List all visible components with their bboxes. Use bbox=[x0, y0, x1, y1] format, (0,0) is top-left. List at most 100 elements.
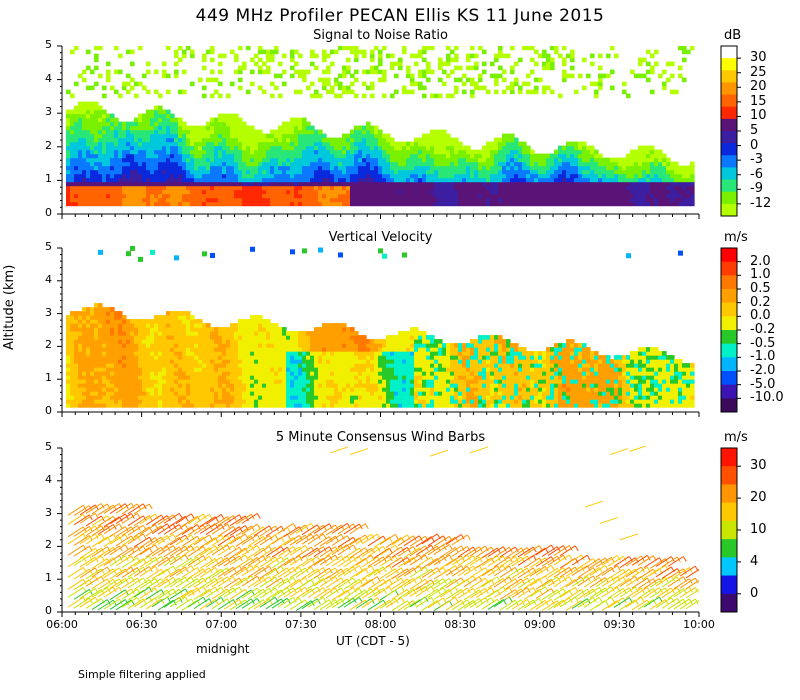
snr-cell bbox=[510, 141, 515, 147]
snr-cell bbox=[434, 201, 439, 207]
snr-cell bbox=[586, 145, 591, 151]
velocity-cell bbox=[98, 319, 103, 324]
snr-cell bbox=[582, 169, 587, 175]
snr-cell bbox=[202, 65, 207, 71]
snr-cell bbox=[374, 169, 379, 175]
snr-cell bbox=[310, 129, 315, 135]
snr-cell bbox=[286, 137, 291, 143]
velocity-cell bbox=[94, 371, 99, 376]
snr-cell bbox=[98, 161, 103, 167]
velocity-cell bbox=[222, 403, 227, 408]
snr-cell bbox=[338, 137, 343, 143]
velocity-cell bbox=[150, 375, 155, 380]
snr-cell bbox=[418, 141, 423, 147]
snr-cell bbox=[118, 69, 123, 75]
snr-cell bbox=[174, 189, 179, 195]
velocity-cell bbox=[86, 355, 91, 360]
velocity-cell bbox=[210, 395, 215, 400]
snr-cell bbox=[242, 61, 247, 67]
velocity-cell bbox=[238, 347, 243, 352]
snr-cell bbox=[178, 157, 183, 163]
snr-cell bbox=[170, 177, 175, 183]
velocity-cell bbox=[246, 351, 251, 356]
snr-cell bbox=[102, 145, 107, 151]
snr-cell bbox=[134, 173, 139, 179]
snr-cell bbox=[222, 201, 227, 207]
snr-cell bbox=[202, 201, 207, 207]
snr-cell bbox=[434, 185, 439, 191]
snr-cell bbox=[626, 181, 631, 187]
snr-cell bbox=[534, 85, 539, 91]
snr-cell bbox=[142, 113, 147, 119]
snr-cell bbox=[166, 46, 171, 51]
velocity-cell bbox=[338, 399, 343, 404]
snr-cell bbox=[422, 185, 427, 191]
snr-cell bbox=[346, 197, 351, 203]
snr-cell bbox=[114, 153, 119, 159]
snr-cell bbox=[682, 49, 687, 55]
snr-cell bbox=[294, 157, 299, 163]
snr-cell bbox=[174, 149, 179, 155]
snr-cell bbox=[270, 53, 275, 59]
velocity-cell bbox=[70, 383, 75, 388]
snr-cell bbox=[198, 149, 203, 155]
snr-cell bbox=[518, 201, 523, 207]
velocity-cell bbox=[198, 379, 203, 384]
snr-cell bbox=[74, 201, 79, 207]
snr-cell bbox=[234, 121, 239, 127]
snr-cell bbox=[306, 121, 311, 127]
snr-cell bbox=[294, 69, 299, 75]
velocity-cell bbox=[238, 331, 243, 336]
snr-cell bbox=[126, 173, 131, 179]
snr-cell bbox=[226, 117, 231, 123]
snr-cell bbox=[542, 193, 547, 199]
snr-cell bbox=[290, 73, 295, 79]
snr-cell bbox=[670, 161, 675, 167]
snr-cell bbox=[98, 133, 103, 139]
snr-cell bbox=[202, 141, 207, 147]
snr-cell bbox=[142, 145, 147, 151]
snr-cell bbox=[94, 46, 99, 51]
snr-cell bbox=[690, 169, 695, 175]
snr-cell bbox=[466, 197, 471, 203]
velocity-cell bbox=[146, 383, 151, 388]
velocity-cell bbox=[238, 375, 243, 380]
snr-cell bbox=[510, 153, 515, 159]
snr-cell bbox=[466, 185, 471, 191]
velocity-cell bbox=[298, 339, 303, 344]
snr-cell bbox=[614, 197, 619, 203]
velocity-cell bbox=[302, 339, 307, 344]
snr-cell bbox=[162, 193, 167, 199]
velocity-cell bbox=[70, 363, 75, 368]
snr-cell bbox=[506, 133, 511, 139]
snr-cell bbox=[178, 153, 183, 159]
velocity-cell bbox=[242, 359, 247, 364]
snr-cell bbox=[414, 145, 419, 151]
snr-cell bbox=[482, 165, 487, 171]
velocity-cell bbox=[86, 359, 91, 364]
snr-cell bbox=[298, 145, 303, 151]
velocity-cell bbox=[138, 355, 143, 360]
snr-cell bbox=[550, 189, 555, 195]
snr-cell bbox=[366, 161, 371, 167]
velocity-cell bbox=[326, 351, 331, 356]
snr-cell bbox=[378, 133, 383, 139]
velocity-cell bbox=[178, 399, 183, 404]
snr-cell bbox=[110, 169, 115, 175]
snr-cell bbox=[350, 193, 355, 199]
snr-cell bbox=[566, 161, 571, 167]
snr-cell bbox=[394, 89, 399, 95]
snr-cell bbox=[390, 193, 395, 199]
snr-cell bbox=[510, 137, 515, 143]
snr-cell bbox=[518, 149, 523, 155]
snr-cell bbox=[402, 141, 407, 147]
velocity-cell bbox=[250, 246, 255, 252]
snr-cell bbox=[162, 181, 167, 187]
velocity-cell bbox=[186, 379, 191, 384]
velocity-cell bbox=[214, 387, 219, 392]
snr-cell bbox=[130, 145, 135, 151]
snr-cell bbox=[638, 193, 643, 199]
snr-cell bbox=[86, 185, 91, 191]
snr-cell bbox=[242, 65, 247, 71]
snr-cell bbox=[146, 61, 151, 67]
